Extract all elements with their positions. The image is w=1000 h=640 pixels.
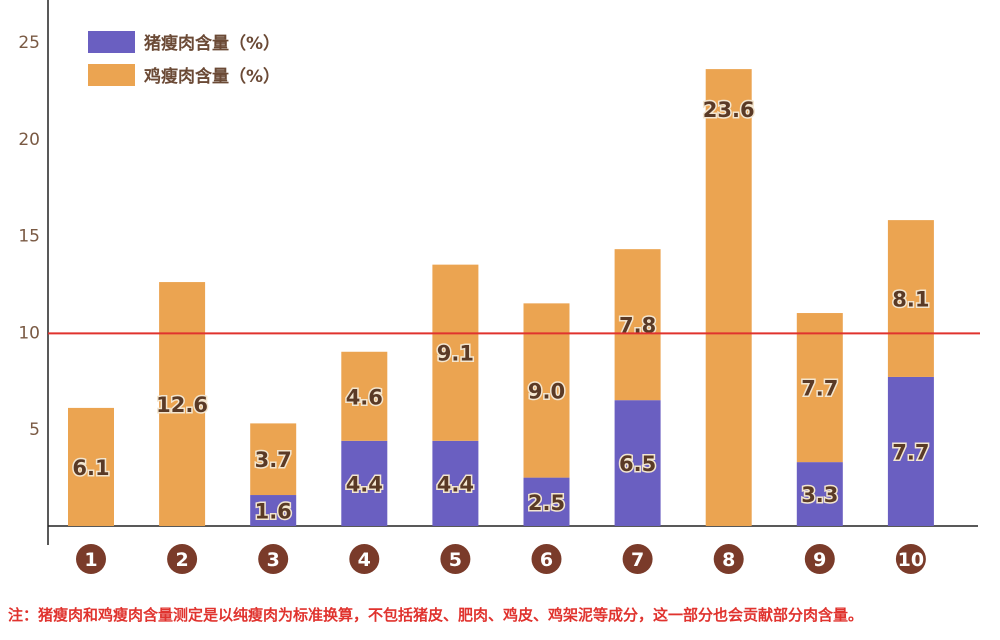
data-label: 8.1 — [892, 288, 929, 312]
footnote: 注：猪瘦肉和鸡瘦肉含量测定是以纯瘦肉为标准换算，不包括猪皮、肥肉、鸡皮、鸡架泥等… — [8, 606, 864, 624]
data-label: 4.4 — [346, 472, 383, 496]
bar-segment-chicken — [250, 423, 297, 496]
bar-segment-chicken — [705, 69, 752, 526]
data-label: 3.7 — [255, 448, 292, 472]
data-label: 9.0 — [528, 379, 565, 403]
legend-label: 鸡瘦肉含量（%） — [143, 66, 280, 87]
category-marker — [167, 544, 198, 574]
bar-segment-chicken — [432, 264, 479, 441]
category-marker — [713, 544, 744, 574]
y-tick-label: 20 — [18, 130, 40, 150]
data-label: 6.5 — [619, 452, 656, 476]
category-marker — [349, 544, 380, 574]
bar-segment-chicken — [68, 407, 114, 526]
data-label: 4.4 — [437, 472, 474, 496]
category-label: 5 — [449, 549, 462, 571]
category-marker — [804, 544, 835, 574]
bar-segment-chicken — [341, 351, 388, 441]
data-label: 23.6 — [703, 98, 755, 122]
bar-segment-chicken — [887, 220, 934, 377]
bar-segment-pork — [523, 477, 570, 526]
bar-segment-chicken — [796, 313, 843, 463]
category-marker — [258, 544, 289, 574]
category-label: 7 — [631, 549, 644, 571]
bar-segment-pork — [432, 440, 479, 526]
category-marker — [76, 544, 106, 574]
legend-swatch — [88, 31, 135, 53]
category-label: 1 — [84, 549, 97, 571]
category-label: 4 — [358, 549, 371, 571]
legend-label: 猪瘦肉含量（%） — [144, 33, 280, 54]
bar-segment-pork — [341, 440, 388, 526]
y-tick-label: 5 — [29, 420, 40, 440]
data-label: 6.1 — [72, 456, 109, 480]
data-label: 2.5 — [528, 491, 565, 515]
bar-segment-pork — [796, 462, 843, 526]
data-label: 7.8 — [619, 314, 656, 338]
bar-segment-pork — [887, 376, 934, 526]
data-label: 12.6 — [156, 393, 208, 417]
category-marker — [895, 544, 926, 574]
data-label: 4.6 — [346, 385, 383, 409]
category-label: 8 — [722, 549, 735, 571]
category-label: 9 — [813, 549, 826, 571]
y-tick-label: 10 — [18, 323, 40, 343]
category-marker — [440, 544, 471, 574]
data-label: 3.3 — [801, 483, 838, 507]
category-label: 2 — [175, 549, 188, 571]
category-marker — [531, 544, 562, 574]
data-label: 7.7 — [892, 440, 929, 464]
bar-segment-chicken — [159, 282, 206, 526]
y-tick-label: 15 — [18, 227, 40, 247]
bar-segment-chicken — [614, 249, 661, 401]
category-label: 6 — [540, 549, 553, 571]
data-label: 7.7 — [801, 377, 838, 401]
data-label: 9.1 — [437, 342, 474, 366]
data-label: 1.6 — [255, 500, 292, 524]
bar-segment-pork — [250, 495, 297, 526]
legend-swatch — [88, 64, 135, 86]
category-label: 10 — [898, 549, 924, 571]
y-tick-label: 25 — [18, 33, 40, 53]
category-label: 3 — [267, 549, 280, 571]
bar-segment-pork — [614, 400, 661, 526]
category-marker — [622, 544, 653, 574]
